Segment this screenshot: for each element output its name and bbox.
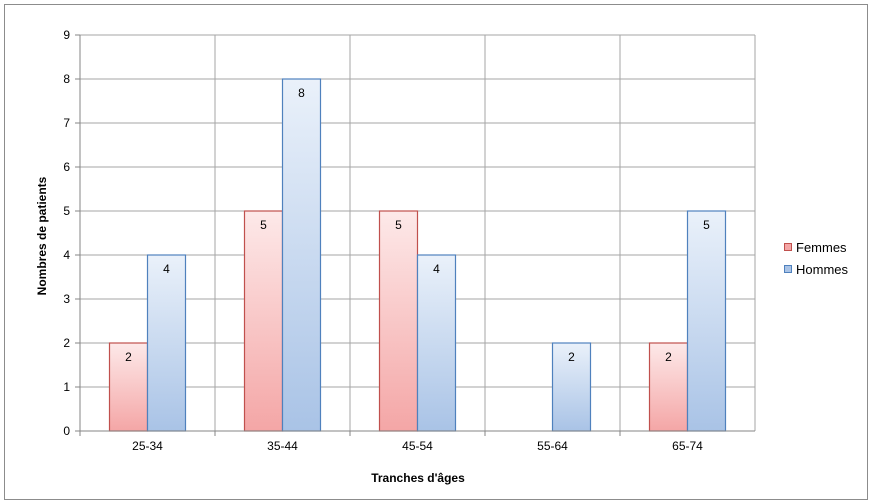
bar-hommes-65-74 xyxy=(686,210,727,432)
y-tick-label: 9 xyxy=(63,28,70,42)
y-tick-label: 6 xyxy=(63,160,70,174)
data-labels: 2 4 5 8 5 4 2 2 5 xyxy=(125,86,710,364)
legend-item-femmes: Femmes xyxy=(784,236,848,258)
gridlines xyxy=(80,34,756,431)
y-tick-label: 3 xyxy=(63,292,70,306)
x-tick-label: 35-44 xyxy=(267,439,298,453)
data-label: 4 xyxy=(433,262,440,276)
y-tick-label: 0 xyxy=(63,424,70,438)
data-label: 5 xyxy=(703,218,710,232)
x-tick-label: 45-54 xyxy=(402,439,433,453)
data-label: 5 xyxy=(260,218,267,232)
y-tick-label: 5 xyxy=(63,204,70,218)
data-label: 5 xyxy=(395,218,402,232)
data-label: 8 xyxy=(298,86,305,100)
tick-labels: 0 1 2 3 4 5 6 7 8 9 25-34 35-44 45-54 55-64 65-74 xyxy=(63,28,703,453)
bar-femmes-45-54 xyxy=(378,210,419,432)
legend-item-hommes: Hommes xyxy=(784,258,848,280)
y-tick-label: 2 xyxy=(63,336,70,350)
bar-hommes-45-54 xyxy=(416,254,457,432)
data-label: 2 xyxy=(665,350,672,364)
bar-hommes-35-44 xyxy=(281,78,322,432)
data-label: 2 xyxy=(568,350,575,364)
x-axis-title: Tranches d'âges xyxy=(371,471,465,485)
axes xyxy=(75,34,755,436)
data-label: 4 xyxy=(163,262,170,276)
bars xyxy=(108,78,727,432)
bar-hommes-25-34 xyxy=(146,254,187,432)
x-tick-label: 25-34 xyxy=(132,439,163,453)
data-label: 2 xyxy=(125,350,132,364)
y-tick-label: 4 xyxy=(63,248,70,262)
y-tick-label: 7 xyxy=(63,116,70,130)
y-tick-label: 1 xyxy=(63,380,70,394)
legend-swatch xyxy=(784,265,792,273)
bar-femmes-35-44 xyxy=(243,210,284,432)
legend-swatch xyxy=(784,243,792,251)
legend-label: Femmes xyxy=(796,239,847,255)
x-tick-label: 65-74 xyxy=(672,439,703,453)
x-tick-label: 55-64 xyxy=(537,439,568,453)
bar-hommes-55-64 xyxy=(551,342,592,432)
y-axis-title: Nombres de patients xyxy=(35,176,49,295)
y-tick-label: 8 xyxy=(63,72,70,86)
legend-label: Hommes xyxy=(796,261,849,277)
legend: Femmes Hommes xyxy=(784,236,848,280)
